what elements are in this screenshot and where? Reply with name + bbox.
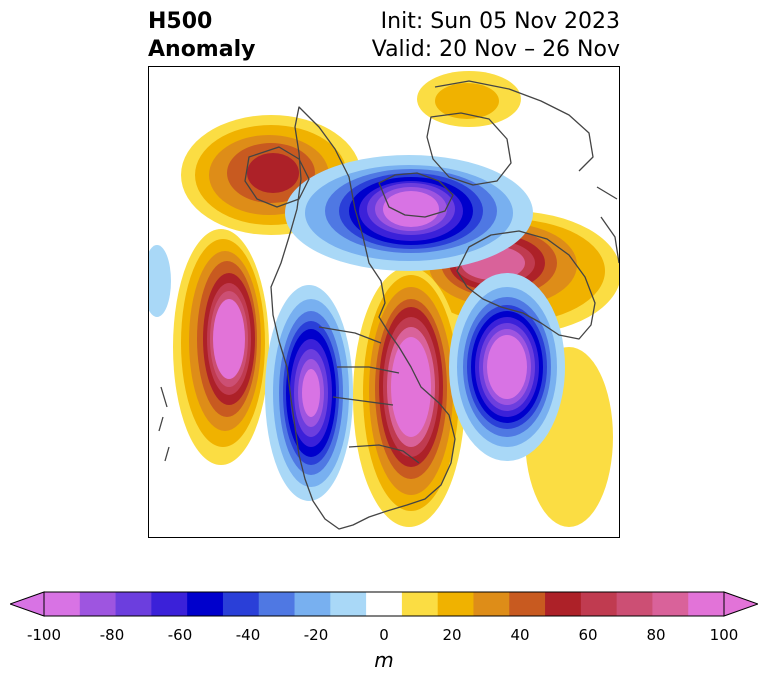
init-date-label: Init: Sun 05 Nov 2023 [380, 9, 620, 34]
title-line-2: Anomaly [148, 37, 256, 62]
colorbar-segment [187, 592, 224, 616]
trough-western-north-america [265, 285, 353, 501]
colorbar-segment [366, 592, 403, 616]
colorbar-segment [222, 592, 260, 616]
colorbar-segment [580, 592, 618, 616]
colorbar-segment [44, 592, 81, 616]
valid-date-label: Valid: 20 Nov – 26 Nov [371, 37, 620, 62]
colorbar-tick-label: 40 [510, 626, 530, 644]
colorbar-segment [401, 592, 439, 616]
trough-central-atlantic [449, 273, 565, 461]
colorbar-tick-label: 60 [578, 626, 598, 644]
colorbar-segment [652, 592, 689, 616]
colorbar-tick-label: -40 [235, 626, 261, 644]
colorbar-segment [437, 592, 474, 616]
map-title: H500 Anomaly [148, 8, 255, 64]
colorbar-segment [115, 592, 152, 616]
colorbar-segment [509, 592, 546, 616]
colorbar-segment [258, 592, 296, 616]
colorbar-segment [473, 592, 510, 616]
colorbar-tick-label: 0 [379, 626, 389, 644]
colorbar-segment [688, 592, 725, 616]
anomaly-map-svg [149, 71, 619, 530]
colorbar-tick-label: -20 [303, 626, 329, 644]
colorbar-tick-label: 20 [442, 626, 462, 644]
ridge-eastern-north-america [353, 267, 465, 527]
colorbar-min-arrow [10, 591, 45, 617]
colorbar-tick-label: -100 [26, 626, 62, 644]
trough-arctic [285, 155, 533, 271]
colorbar-tick-label: 100 [709, 626, 739, 644]
coastlines [158, 80, 619, 530]
colorbar-tick-label: 80 [646, 626, 666, 644]
colorbar-segment [545, 592, 582, 616]
colorbar-unit-label: m [374, 648, 394, 672]
colorbar-segment [294, 592, 331, 616]
colorbar-tick-label: -60 [167, 626, 193, 644]
colorbar [10, 591, 758, 617]
colorbar-segment [616, 592, 653, 616]
colorbar-segment [151, 592, 188, 616]
ridge-greenland [417, 71, 521, 127]
colorbar-max-arrow [723, 591, 758, 617]
colorbar-segment [79, 592, 117, 616]
title-line-1: H500 [148, 9, 213, 34]
anomaly-map [148, 66, 620, 538]
trough-west-edge [149, 245, 171, 317]
colorbar-segment [330, 592, 367, 616]
ridge-north-pacific [173, 229, 269, 465]
colorbar-tick-label: -80 [99, 626, 125, 644]
colorbar-segments [44, 592, 725, 616]
colorbar-frame [43, 591, 725, 617]
map-timing: Init: Sun 05 Nov 2023 Valid: 20 Nov – 26… [372, 8, 620, 64]
